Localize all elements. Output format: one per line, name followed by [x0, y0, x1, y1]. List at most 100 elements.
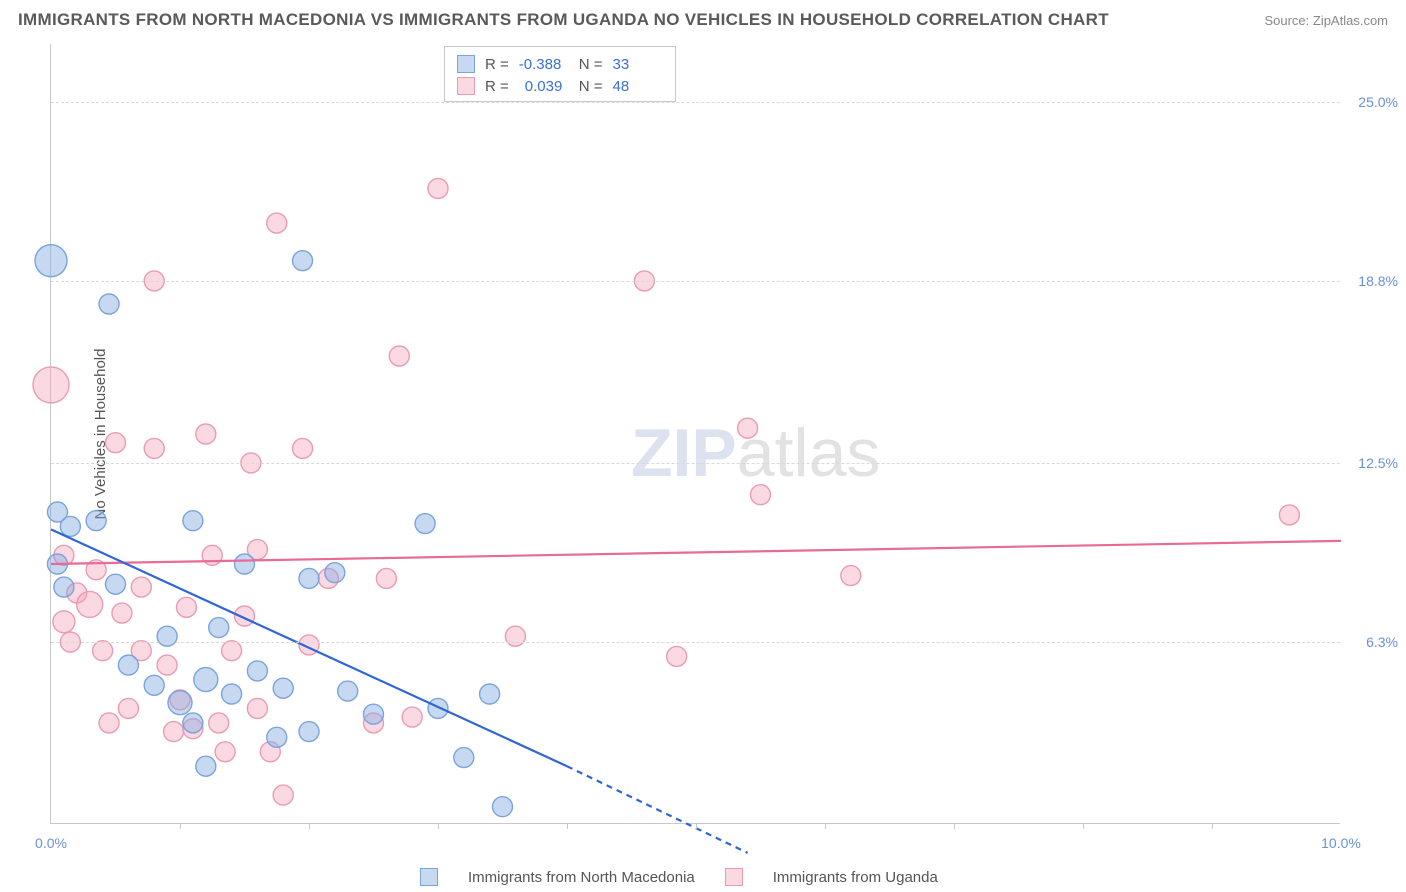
data-point: [402, 707, 422, 727]
data-point: [157, 655, 177, 675]
data-point: [273, 678, 293, 698]
data-point: [209, 713, 229, 733]
x-tick: [567, 823, 568, 829]
gridline-h: [51, 642, 1340, 643]
data-point: [176, 597, 196, 617]
data-point: [54, 577, 74, 597]
data-point: [293, 251, 313, 271]
data-point: [118, 698, 138, 718]
data-point: [118, 655, 138, 675]
trend-line: [51, 541, 1341, 564]
gridline-h: [51, 463, 1340, 464]
data-point: [505, 626, 525, 646]
y-tick-label: 25.0%: [1358, 94, 1398, 110]
data-point: [273, 785, 293, 805]
x-tick: [954, 823, 955, 829]
data-point: [293, 438, 313, 458]
data-point: [247, 661, 267, 681]
data-point: [1279, 505, 1299, 525]
r-value: -0.388: [519, 56, 569, 73]
r-label: R =: [485, 56, 509, 73]
y-tick-label: 12.5%: [1358, 455, 1398, 471]
data-point: [415, 514, 435, 534]
x-tick: [438, 823, 439, 829]
data-point: [267, 213, 287, 233]
x-tick: [180, 823, 181, 829]
swatch-icon: [725, 868, 743, 886]
x-tick: [696, 823, 697, 829]
data-point: [235, 554, 255, 574]
title-bar: IMMIGRANTS FROM NORTH MACEDONIA VS IMMIG…: [18, 10, 1388, 30]
data-point: [157, 626, 177, 646]
data-point: [667, 646, 687, 666]
x-tick: [309, 823, 310, 829]
data-point: [168, 691, 192, 715]
bottom-legend: Immigrants from North Macedonia Immigran…: [420, 868, 938, 886]
data-point: [33, 367, 69, 403]
n-value: 33: [613, 56, 663, 73]
data-point: [35, 245, 67, 277]
data-point: [215, 742, 235, 762]
swatch-icon: [457, 77, 475, 95]
data-point: [267, 727, 287, 747]
swatch-icon: [457, 55, 475, 73]
n-label: N =: [579, 78, 603, 95]
data-point: [738, 418, 758, 438]
data-point: [389, 346, 409, 366]
x-tick: [825, 823, 826, 829]
data-point: [480, 684, 500, 704]
gridline-h: [51, 102, 1340, 103]
x-tick-label: 10.0%: [1321, 835, 1361, 851]
data-point: [299, 568, 319, 588]
data-point: [99, 713, 119, 733]
data-point: [106, 574, 126, 594]
x-tick: [1212, 823, 1213, 829]
data-point: [194, 668, 218, 692]
stats-legend-box: R = -0.388 N = 33 R = 0.039 N = 48: [444, 46, 676, 102]
data-point: [338, 681, 358, 701]
data-point: [247, 698, 267, 718]
swatch-icon: [420, 868, 438, 886]
data-point: [196, 424, 216, 444]
data-point: [428, 698, 448, 718]
data-point: [164, 722, 184, 742]
source-label: Source: ZipAtlas.com: [1264, 13, 1388, 28]
y-tick-label: 18.8%: [1358, 273, 1398, 289]
data-point: [183, 713, 203, 733]
data-point: [325, 563, 345, 583]
data-point: [106, 433, 126, 453]
data-point: [60, 516, 80, 536]
data-point: [112, 603, 132, 623]
data-point: [493, 797, 513, 817]
data-point: [93, 641, 113, 661]
data-point: [77, 591, 103, 617]
data-point: [299, 722, 319, 742]
data-point: [222, 641, 242, 661]
r-value: 0.039: [519, 78, 569, 95]
data-point: [86, 511, 106, 531]
stats-row-uganda: R = 0.039 N = 48: [457, 75, 663, 97]
data-point: [209, 618, 229, 638]
plot-area: No Vehicles in Household ZIPatlas 6.3%12…: [50, 44, 1340, 824]
data-point: [53, 611, 75, 633]
data-point: [99, 294, 119, 314]
data-point: [131, 577, 151, 597]
data-point: [222, 684, 242, 704]
data-point: [144, 438, 164, 458]
y-tick-label: 6.3%: [1366, 634, 1398, 650]
r-label: R =: [485, 78, 509, 95]
data-point: [841, 566, 861, 586]
chart-title: IMMIGRANTS FROM NORTH MACEDONIA VS IMMIG…: [18, 10, 1109, 30]
legend-label-macedonia: Immigrants from North Macedonia: [468, 869, 695, 886]
legend-label-uganda: Immigrants from Uganda: [773, 869, 938, 886]
data-point: [454, 748, 474, 768]
x-tick-label: 0.0%: [35, 835, 67, 851]
trend-line: [567, 766, 748, 853]
chart-svg: [51, 44, 1341, 824]
gridline-h: [51, 281, 1340, 282]
x-tick: [1083, 823, 1084, 829]
data-point: [183, 511, 203, 531]
data-point: [364, 704, 384, 724]
data-point: [428, 178, 448, 198]
data-point: [144, 675, 164, 695]
